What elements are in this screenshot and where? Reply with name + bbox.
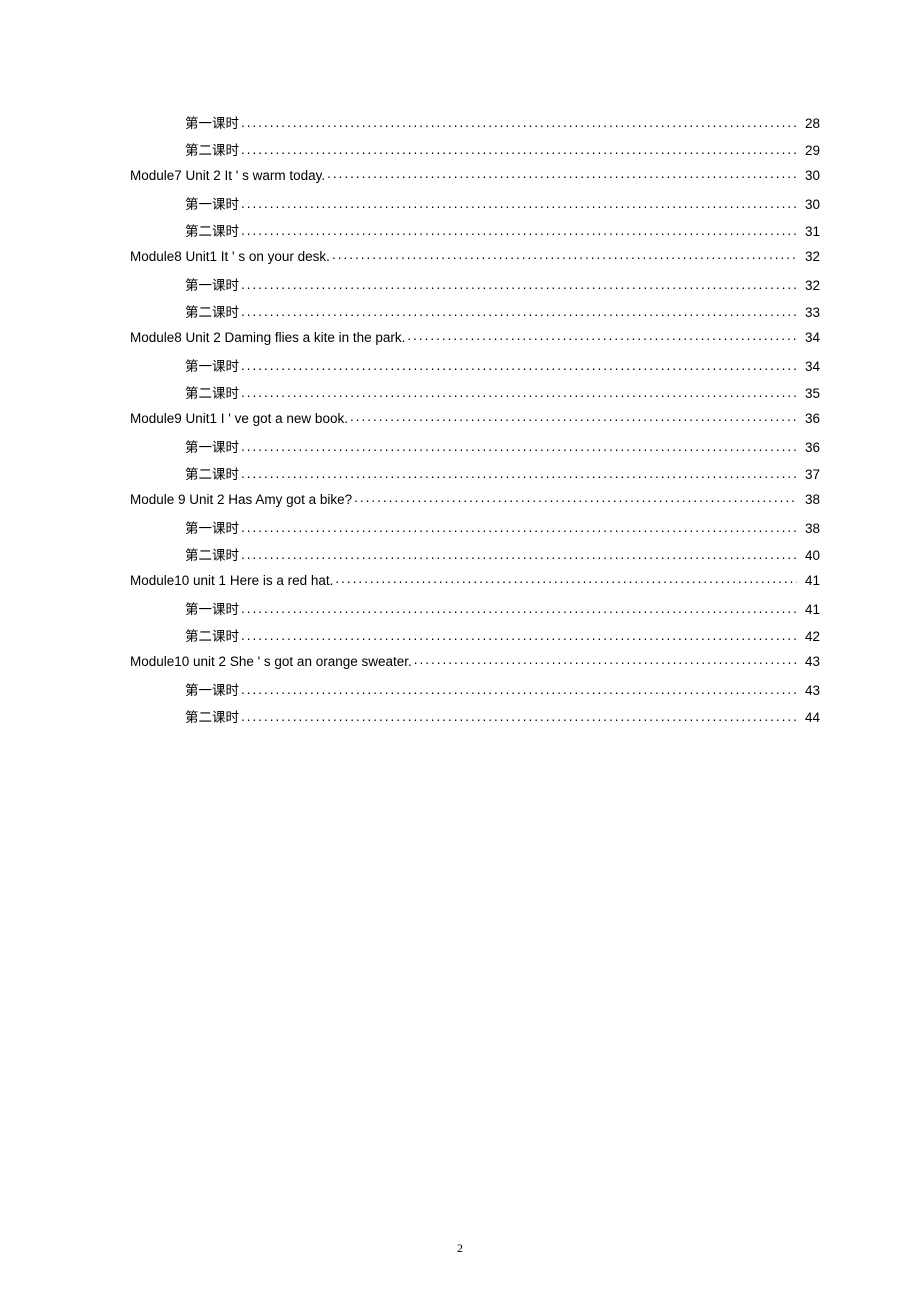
toc-entry[interactable]: Module7 Unit 2 It ' s warm today. 30 — [130, 166, 820, 193]
toc-entry[interactable]: 第二课时 37 — [130, 463, 820, 490]
toc-leader-dots — [239, 466, 799, 480]
toc-entry[interactable]: 第一课时 41 — [130, 598, 820, 625]
toc-entry[interactable]: 第二课时 31 — [130, 220, 820, 247]
toc-entry-label: 第二课时 — [185, 463, 239, 483]
toc-entry-page: 40 — [799, 548, 820, 563]
toc-entry-page: 41 — [799, 602, 820, 617]
toc-entry-label: Module10 unit 1 Here is a red hat. — [130, 573, 333, 588]
toc-entry-label: 第一课时 — [185, 679, 239, 699]
toc-entry-label: Module 9 Unit 2 Has Amy got a bike? — [130, 492, 352, 507]
toc-entry-label: 第一课时 — [185, 598, 239, 618]
toc-leader-dots — [239, 223, 799, 237]
toc-entry-page: 34 — [799, 330, 820, 345]
toc-leader-dots — [333, 571, 799, 585]
toc-entry-page: 37 — [799, 467, 820, 482]
toc-entry[interactable]: 第二课时 42 — [130, 625, 820, 652]
toc-entry-page: 30 — [799, 197, 820, 212]
page: 第一课时 28 第二课时 29 Module7 Unit 2 It ' s warm t… — [0, 0, 920, 1303]
toc-entry[interactable]: Module10 unit 1 Here is a red hat. 41 — [130, 571, 820, 598]
toc-leader-dots — [348, 409, 799, 423]
toc-entry-label: Module10 unit 2 She ' s got an orange sw… — [130, 654, 412, 669]
toc-entry[interactable]: 第二课时 29 — [130, 139, 820, 166]
toc-leader-dots — [412, 652, 799, 666]
toc-entry[interactable]: 第一课时 30 — [130, 193, 820, 220]
toc-entry[interactable]: 第一课时 32 — [130, 274, 820, 301]
toc-entry[interactable]: 第二课时 44 — [130, 706, 820, 733]
table-of-contents: 第一课时 28 第二课时 29 Module7 Unit 2 It ' s warm t… — [130, 112, 820, 733]
toc-entry-page: 43 — [799, 683, 820, 698]
toc-leader-dots — [239, 304, 799, 318]
toc-entry-page: 36 — [799, 440, 820, 455]
toc-leader-dots — [330, 247, 799, 261]
toc-entry[interactable]: Module9 Unit1 I ' ve got a new book. 36 — [130, 409, 820, 436]
toc-leader-dots — [405, 328, 799, 342]
toc-entry-page: 32 — [799, 278, 820, 293]
toc-entry[interactable]: 第一课时 34 — [130, 355, 820, 382]
toc-entry-page: 32 — [799, 249, 820, 264]
toc-entry-page: 38 — [799, 492, 820, 507]
toc-entry-label: 第一课时 — [185, 517, 239, 537]
toc-entry-page: 30 — [799, 168, 820, 183]
toc-entry[interactable]: 第二课时 35 — [130, 382, 820, 409]
toc-entry-page: 36 — [799, 411, 820, 426]
toc-entry-label: 第一课时 — [185, 193, 239, 213]
toc-leader-dots — [352, 490, 799, 504]
toc-entry[interactable]: 第一课时 28 — [130, 112, 820, 139]
toc-leader-dots — [239, 196, 799, 210]
toc-leader-dots — [239, 628, 799, 642]
toc-entry-label: 第一课时 — [185, 355, 239, 375]
toc-entry-page: 42 — [799, 629, 820, 644]
toc-entry-label: Module9 Unit1 I ' ve got a new book. — [130, 411, 348, 426]
toc-entry-label: 第二课时 — [185, 301, 239, 321]
toc-leader-dots — [239, 142, 799, 156]
toc-entry-label: 第二课时 — [185, 706, 239, 726]
page-number: 2 — [0, 1241, 920, 1256]
toc-entry-label: 第二课时 — [185, 139, 239, 159]
toc-entry-page: 31 — [799, 224, 820, 239]
toc-entry[interactable]: 第一课时 43 — [130, 679, 820, 706]
toc-entry-label: 第一课时 — [185, 274, 239, 294]
toc-entry-label: Module8 Unit 2 Daming flies a kite in th… — [130, 330, 405, 345]
toc-entry-label: 第二课时 — [185, 382, 239, 402]
toc-entry-page: 35 — [799, 386, 820, 401]
toc-entry-page: 29 — [799, 143, 820, 158]
toc-entry[interactable]: Module 9 Unit 2 Has Amy got a bike? 38 — [130, 490, 820, 517]
toc-leader-dots — [239, 385, 799, 399]
toc-entry-page: 44 — [799, 710, 820, 725]
toc-entry[interactable]: 第二课时 33 — [130, 301, 820, 328]
toc-leader-dots — [239, 115, 799, 129]
toc-entry-label: 第二课时 — [185, 220, 239, 240]
toc-entry-page: 28 — [799, 116, 820, 131]
toc-entry[interactable]: Module8 Unit1 It ' s on your desk. 32 — [130, 247, 820, 274]
toc-leader-dots — [239, 520, 799, 534]
toc-entry[interactable]: 第一课时 36 — [130, 436, 820, 463]
toc-entry-label: Module8 Unit1 It ' s on your desk. — [130, 249, 330, 264]
toc-entry-page: 34 — [799, 359, 820, 374]
toc-leader-dots — [239, 277, 799, 291]
toc-leader-dots — [325, 166, 799, 180]
toc-entry-page: 38 — [799, 521, 820, 536]
toc-entry[interactable]: Module10 unit 2 She ' s got an orange sw… — [130, 652, 820, 679]
toc-entry-label: Module7 Unit 2 It ' s warm today. — [130, 168, 325, 183]
toc-leader-dots — [239, 439, 799, 453]
toc-entry[interactable]: 第二课时 40 — [130, 544, 820, 571]
toc-leader-dots — [239, 709, 799, 723]
toc-entry[interactable]: 第一课时 38 — [130, 517, 820, 544]
toc-leader-dots — [239, 682, 799, 696]
toc-entry-page: 41 — [799, 573, 820, 588]
toc-entry[interactable]: Module8 Unit 2 Daming flies a kite in th… — [130, 328, 820, 355]
toc-entry-label: 第二课时 — [185, 544, 239, 564]
toc-entry-label: 第一课时 — [185, 112, 239, 132]
toc-entry-page: 33 — [799, 305, 820, 320]
toc-leader-dots — [239, 601, 799, 615]
toc-entry-page: 43 — [799, 654, 820, 669]
toc-leader-dots — [239, 358, 799, 372]
toc-entry-label: 第二课时 — [185, 625, 239, 645]
toc-entry-label: 第一课时 — [185, 436, 239, 456]
toc-leader-dots — [239, 547, 799, 561]
